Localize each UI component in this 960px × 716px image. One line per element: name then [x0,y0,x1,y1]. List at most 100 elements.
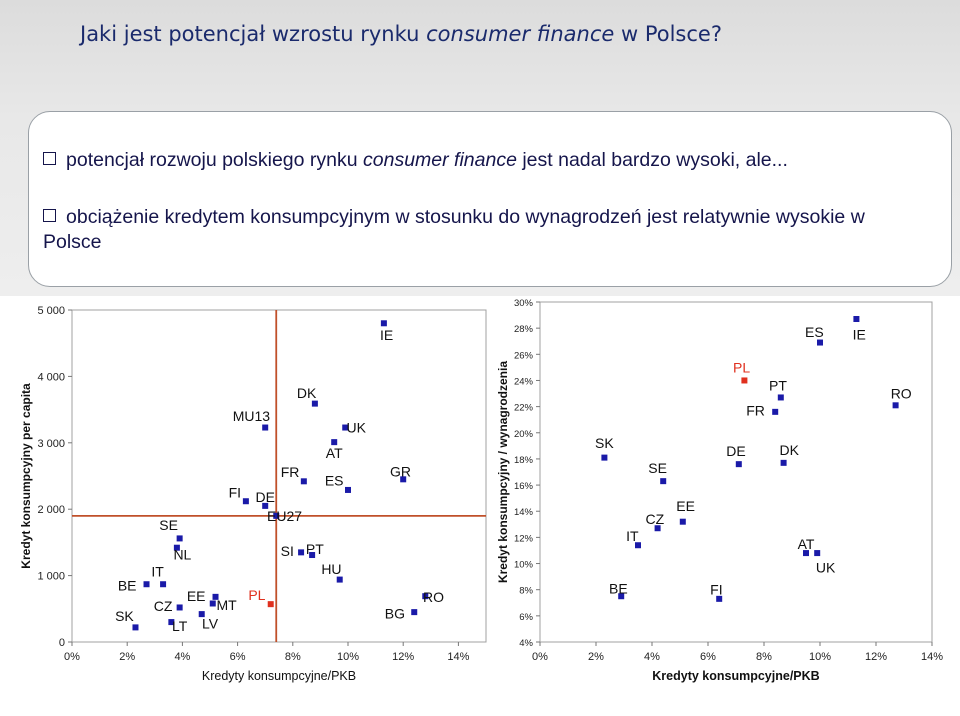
point-label-ee: EE [676,498,695,514]
point-label-fi: FI [229,485,241,501]
point-hu [336,576,343,583]
point-mu13 [262,424,269,431]
x-tick-label: 2% [119,651,135,663]
point-ro [422,593,429,600]
title-text-emphasis: consumer finance [426,22,615,46]
slide-title: Jaki jest potencjał wzrostu rynku consum… [80,22,722,46]
y-tick-label: 12% [514,533,534,544]
point-be [618,593,625,600]
point-ee [679,518,686,525]
point-label-pt: PT [306,541,324,557]
point-cz [654,525,661,532]
point-at [803,550,809,557]
point-dk [780,459,787,466]
x-axis-title: Kredyty konsumpcyjne/PKB [202,669,356,683]
y-tick-label: 1 000 [37,571,65,583]
x-tick-label: 2% [588,651,604,663]
point-uk [814,550,821,557]
y-axis-title: Kredyt konsumpcyjny / wynagrodzenia [496,361,510,583]
point-label-pl: PL [248,587,265,603]
x-tick-label: 6% [230,651,246,663]
plot-frame [71,309,487,643]
point-label-fr: FR [746,403,765,419]
x-axis-title: Kredyty konsumpcyjne/PKB [652,669,819,683]
point-at [331,439,338,446]
point-ro [892,402,899,409]
bullet-potential: potencjał rozwoju polskiego rynku consum… [43,148,923,173]
point-label-nl: NL [173,546,191,562]
y-tick-label: 26% [514,350,534,361]
point-label-es: ES [325,473,344,489]
y-tick-label: 5 000 [37,305,65,317]
point-label-bg: BG [385,605,405,621]
point-dk [311,400,318,407]
point-label-se: SE [648,460,667,476]
plot-frame [539,301,933,643]
x-tick-label: 10% [809,651,831,663]
bullet-burden: obciążenie kredytem konsumpcyjnym w stos… [43,205,923,255]
point-label-ie: IE [853,327,866,343]
point-pl [741,377,748,384]
point-label-uk: UK [816,559,836,575]
point-se [660,478,667,485]
y-tick-label: 2 000 [37,504,65,516]
point-label-fi: FI [710,582,722,598]
point-nl [173,544,180,551]
y-tick-label: 30% [514,298,534,309]
x-tick-label: 6% [700,651,716,663]
point-si [298,549,305,556]
x-tick-label: 0% [532,651,548,663]
point-pl [267,601,274,608]
point-label-be: BE [118,578,137,594]
chart-per-capita: 0 1 000 2 000 3 000 4 000 5 000 0% 2% 4% 6% 8% 10% 1… [19,305,487,683]
y-tick-label: 28% [514,324,534,335]
point-ie [853,316,860,322]
point-label-at: AT [798,536,815,552]
point-label-ee: EE [187,588,206,604]
point-label-ro: RO [423,589,444,605]
point-label-sk: SK [595,435,614,451]
point-de [735,461,742,468]
point-lt [168,619,175,626]
point-be [143,581,150,588]
y-tick-label: 14% [514,507,534,518]
point-es [345,486,351,493]
y-tick-label: 22% [514,403,534,414]
point-label-cz: CZ [154,598,173,614]
chart-credit-to-wages: 4% 6% 8% 10% 12% 14% 16% 18% 20% 22% 24% 26% 28% 30% 0… [496,298,943,683]
point-de [262,502,269,509]
point-label-si: SI [281,543,294,559]
bullet-text: potencjał rozwoju polskiego rynku [66,149,363,171]
point-cz [176,604,183,611]
x-tick-label: 12% [865,651,887,663]
point-label-ro: RO [891,386,912,402]
y-tick-label: 16% [514,481,534,492]
y-tick-label: 4% [519,638,533,649]
x-tick-label: 8% [285,651,301,663]
point-sk [132,624,139,631]
point-label-gr: GR [390,463,411,479]
point-eu27 [273,512,280,519]
point-bg [411,609,418,616]
point-it [635,542,641,549]
point-it [160,581,167,588]
point-label-be: BE [609,580,628,596]
point-mt [209,600,216,607]
x-tick-label: 8% [756,651,772,663]
checkbox-bullet-icon [43,152,56,165]
point-ee [212,593,219,600]
y-tick-label: 10% [514,560,534,571]
point-label-pt: PT [769,378,787,394]
point-fi [716,595,723,602]
point-label-it: IT [626,528,639,544]
x-tick-label: 0% [64,651,80,663]
y-tick-label: 0 [59,637,65,649]
point-label-dk: DK [297,385,317,401]
y-tick-label: 8% [519,586,533,597]
bullet-text: obciążenie kredytem konsumpcyjnym w stos… [43,206,865,253]
callout-box: potencjał rozwoju polskiego rynku consum… [28,111,952,287]
title-text-start: Jaki jest potencjał wzrostu rynku [80,22,427,46]
point-label-pl: PL [733,359,750,375]
point-fr [772,408,779,415]
x-tick-label: 4% [644,651,660,663]
